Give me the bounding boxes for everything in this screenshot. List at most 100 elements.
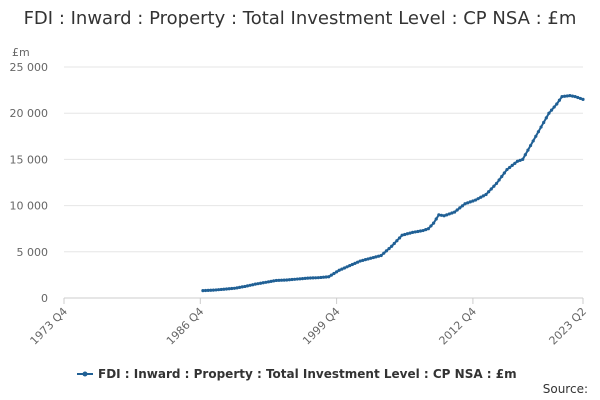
data-point <box>581 97 585 101</box>
data-point <box>376 254 381 258</box>
gridlines <box>64 66 583 299</box>
data-point <box>403 232 407 237</box>
series-layer <box>201 94 585 293</box>
data-point <box>222 287 226 291</box>
data-point <box>303 276 307 280</box>
data-point <box>560 94 564 99</box>
data-point <box>549 108 554 112</box>
data-point <box>476 197 480 201</box>
data-point <box>366 257 370 261</box>
data-point <box>418 229 423 233</box>
legend[interactable]: FDI : Inward : Property : Total Investme… <box>77 367 517 381</box>
data-point <box>445 213 449 217</box>
data-point <box>452 210 457 214</box>
legend-item-label[interactable]: FDI : Inward : Property : Total Investme… <box>98 367 517 381</box>
data-point <box>243 284 247 289</box>
data-point <box>473 198 478 202</box>
data-point <box>371 255 375 260</box>
data-point <box>209 288 213 292</box>
data-point <box>500 174 504 179</box>
data-point <box>392 241 396 246</box>
y-axis-label: £m <box>12 46 30 59</box>
data-point <box>494 181 499 186</box>
data-point <box>248 283 252 287</box>
data-point <box>279 278 284 282</box>
data-point <box>350 262 354 267</box>
data-point <box>487 190 491 194</box>
data-point <box>508 165 512 170</box>
data-point <box>544 116 548 120</box>
data-point <box>563 94 567 98</box>
data-point <box>217 288 221 292</box>
data-point <box>424 228 428 232</box>
x-tick-label: 1999 Q4 <box>300 305 343 348</box>
data-point <box>240 285 244 289</box>
data-point <box>547 111 551 115</box>
data-point <box>421 228 425 233</box>
x-tick-label: 2023 Q2 <box>547 305 590 348</box>
data-point <box>227 287 231 291</box>
y-tick-label: 25 000 <box>10 61 49 74</box>
data-point <box>570 94 575 98</box>
data-point <box>316 276 320 280</box>
data-point <box>269 279 273 283</box>
data-point <box>332 271 336 276</box>
data-point <box>481 194 485 198</box>
data-point <box>437 213 441 217</box>
data-point <box>355 260 360 264</box>
data-point <box>431 221 436 225</box>
data-point <box>258 281 263 285</box>
data-point <box>536 130 541 134</box>
data-point <box>384 249 389 253</box>
y-tick-label: 5 000 <box>17 246 49 259</box>
data-point <box>311 276 315 280</box>
data-point <box>251 283 255 287</box>
data-point <box>253 282 257 286</box>
data-point <box>298 277 302 281</box>
data-point <box>400 233 404 237</box>
data-point <box>219 287 223 292</box>
data-point <box>397 236 402 240</box>
data-point <box>434 217 438 221</box>
data-point <box>264 280 268 284</box>
x-tick-label: 1986 Q4 <box>164 305 207 348</box>
data-point <box>285 278 289 282</box>
data-point <box>413 230 417 234</box>
data-point <box>576 95 580 100</box>
data-point <box>568 94 572 98</box>
data-point <box>295 277 299 281</box>
data-point <box>471 199 475 203</box>
data-point <box>387 246 391 251</box>
data-point <box>369 256 373 260</box>
source-label: Source: <box>542 382 588 396</box>
data-point <box>256 282 260 286</box>
data-point <box>201 289 205 293</box>
data-point <box>429 224 433 228</box>
data-point <box>455 208 459 212</box>
y-tick-label: 10 000 <box>10 200 49 213</box>
data-point <box>232 286 236 290</box>
data-point <box>306 276 310 280</box>
data-point <box>327 275 331 279</box>
x-tick-label: 1973 Q4 <box>28 305 71 348</box>
data-point <box>300 277 305 281</box>
data-point <box>439 213 444 217</box>
data-point <box>552 105 556 109</box>
data-point <box>353 261 357 265</box>
data-point <box>521 157 525 161</box>
x-tick-label: 2012 Q4 <box>436 305 479 348</box>
series-line <box>202 94 584 292</box>
data-point <box>290 277 294 282</box>
data-point <box>277 278 281 282</box>
data-point <box>379 253 383 258</box>
data-point <box>515 159 520 163</box>
data-point <box>405 232 409 236</box>
data-point <box>555 102 559 106</box>
legend-swatch-marker <box>82 371 88 377</box>
data-point <box>466 201 470 205</box>
data-point <box>479 195 483 199</box>
y-tick-label: 20 000 <box>10 107 49 120</box>
data-point <box>408 231 412 235</box>
data-point <box>463 202 467 206</box>
